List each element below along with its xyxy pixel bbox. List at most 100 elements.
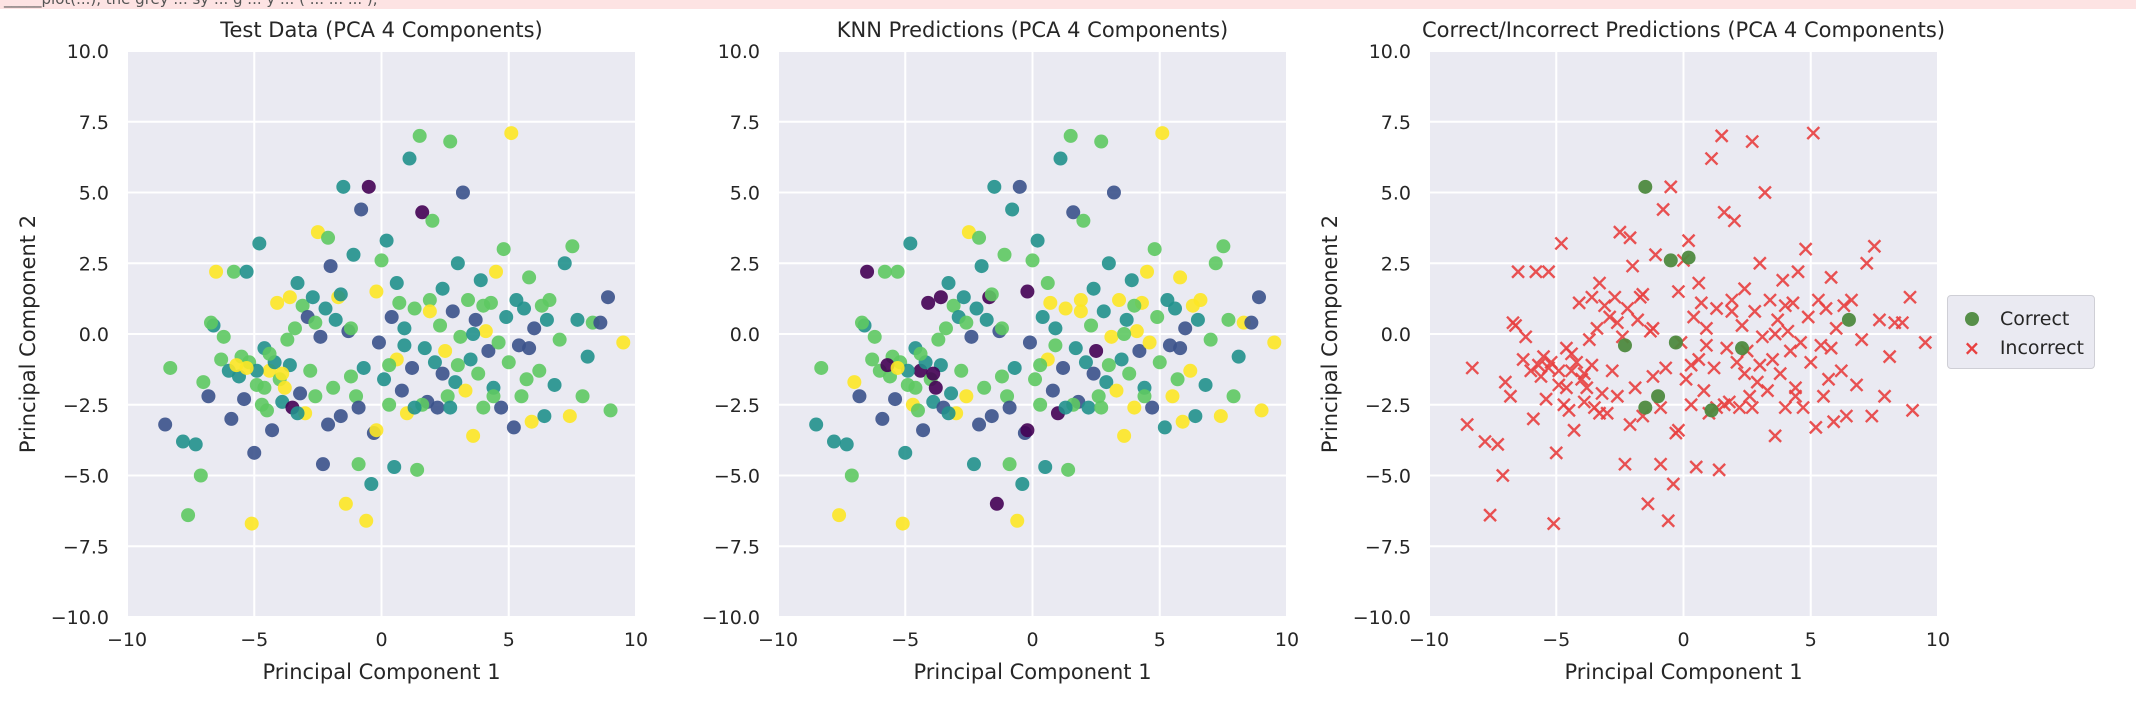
y-tick-label: −2.5 — [63, 395, 109, 417]
incorrect-point — [1768, 429, 1782, 443]
incorrect-point — [1618, 457, 1632, 472]
incorrect-point — [1872, 313, 1887, 327]
data-point — [1073, 304, 1088, 319]
incorrect-point — [1714, 129, 1729, 143]
incorrect-point — [1478, 434, 1492, 449]
incorrect-point — [1554, 236, 1569, 251]
incorrect-point — [1577, 366, 1592, 381]
incorrect-point — [1506, 315, 1520, 330]
data-point — [275, 394, 290, 409]
data-point — [959, 389, 974, 404]
data-point — [1147, 242, 1162, 257]
incorrect-point — [1518, 329, 1533, 344]
data-point — [994, 321, 1009, 336]
data-point — [290, 276, 305, 291]
data-point — [1002, 400, 1017, 415]
x-tick-label: −10 — [758, 629, 798, 651]
data-point — [394, 383, 409, 398]
incorrect-point — [1541, 361, 1556, 375]
data-point — [333, 409, 348, 424]
incorrect-point — [1824, 270, 1838, 285]
y-tick-label: 10.0 — [1369, 41, 1411, 63]
data-point — [565, 239, 580, 254]
incorrect-point — [1859, 256, 1874, 271]
incorrect-point — [1562, 403, 1576, 418]
incorrect-point — [1590, 321, 1604, 336]
incorrect-point — [1602, 310, 1617, 324]
correct-point — [1704, 403, 1719, 418]
data-point — [201, 389, 216, 404]
y-tick-label: −10.0 — [1353, 607, 1411, 629]
data-point — [903, 236, 918, 251]
data-point — [1094, 400, 1109, 415]
incorrect-point — [1577, 395, 1592, 409]
data-point — [382, 397, 397, 412]
incorrect-point — [1768, 327, 1782, 341]
incorrect-point — [1569, 355, 1584, 370]
data-point — [910, 403, 925, 418]
data-point — [928, 380, 943, 395]
incorrect-point — [1559, 380, 1574, 395]
data-point — [933, 290, 948, 305]
incorrect-point — [1849, 378, 1864, 392]
data-point — [616, 335, 631, 350]
data-point — [1066, 205, 1081, 220]
incorrect-point — [1691, 352, 1706, 367]
data-point — [570, 312, 585, 327]
data-point — [343, 369, 358, 384]
correct-marker-icon — [1958, 309, 1986, 329]
data-point — [1045, 383, 1060, 398]
incorrect-point — [1730, 355, 1744, 370]
incorrect-point — [1707, 361, 1721, 375]
incorrect-point — [1826, 414, 1841, 429]
data-point — [854, 315, 869, 330]
data-point — [1114, 352, 1129, 367]
data-point — [974, 259, 989, 274]
data-point — [1040, 276, 1055, 291]
data-point — [517, 301, 532, 316]
data-point — [203, 315, 218, 330]
incorrect-point — [1829, 321, 1844, 336]
incorrect-point — [1648, 247, 1663, 262]
data-point — [961, 225, 976, 240]
data-point — [328, 312, 343, 327]
data-point — [247, 445, 262, 460]
data-point — [397, 321, 412, 336]
incorrect-point — [1780, 324, 1795, 339]
data-point — [318, 301, 333, 316]
incorrect-point — [1821, 372, 1836, 387]
y-tick-label: 7.5 — [730, 112, 760, 134]
y-tick-label: 7.5 — [79, 112, 109, 134]
incorrect-point — [1656, 202, 1670, 217]
incorrect-point — [1765, 352, 1780, 367]
data-point — [290, 406, 305, 421]
incorrect-point — [1539, 392, 1553, 406]
data-point — [557, 256, 572, 271]
data-point — [1117, 327, 1132, 341]
data-point — [1048, 338, 1063, 353]
data-point — [443, 134, 458, 149]
y-tick-label: 0.0 — [730, 324, 760, 346]
data-point — [1140, 264, 1155, 279]
correct-point — [1651, 389, 1666, 404]
data-point — [1010, 513, 1025, 528]
data-point — [163, 360, 178, 375]
incorrect-point — [1465, 361, 1480, 375]
incorrect-point — [1516, 352, 1531, 367]
data-point — [987, 179, 1002, 194]
data-point — [519, 372, 534, 387]
data-point — [1142, 335, 1157, 350]
incorrect-point — [1798, 242, 1813, 256]
data-point — [501, 355, 516, 370]
data-point — [1112, 293, 1127, 308]
incorrect-point — [1551, 363, 1566, 378]
data-point — [346, 247, 361, 262]
data-point — [336, 179, 351, 194]
data-point — [994, 369, 1009, 384]
incorrect-point — [1819, 301, 1833, 316]
data-point — [941, 276, 956, 291]
data-point — [1061, 462, 1076, 477]
data-point — [832, 508, 847, 523]
incorrect-point — [1653, 400, 1668, 415]
